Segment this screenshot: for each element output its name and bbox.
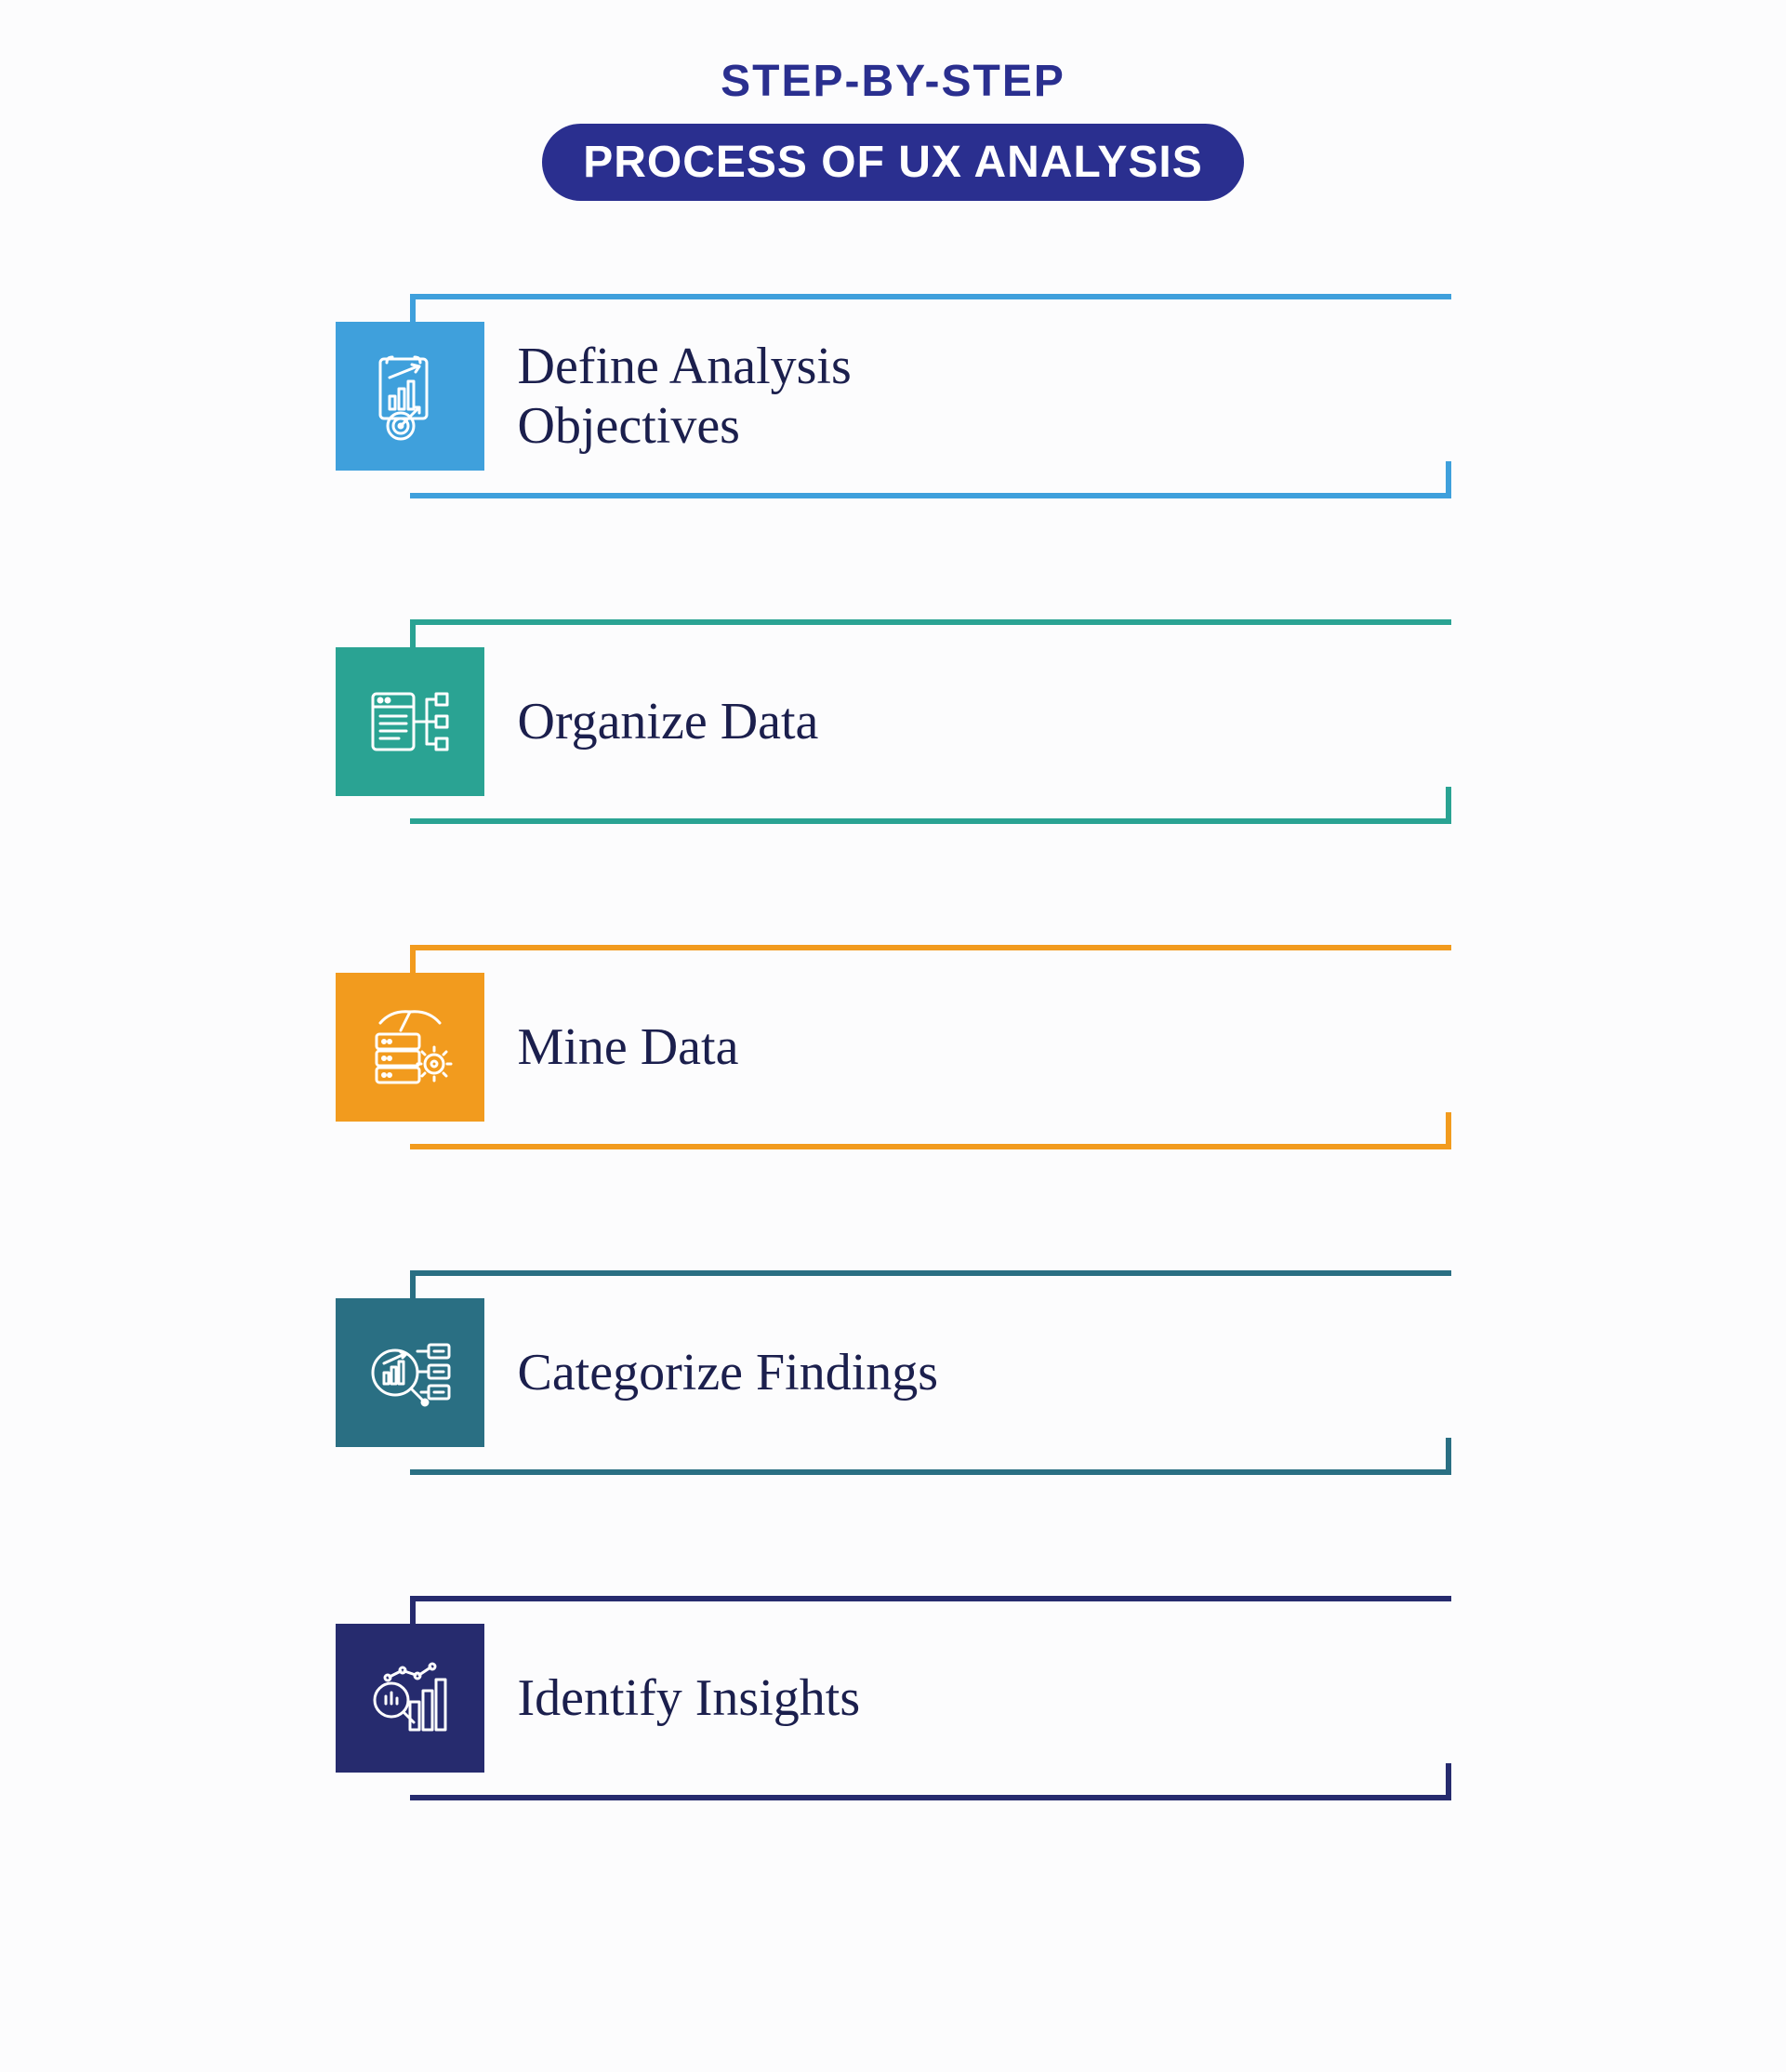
step-label: Identify Insights xyxy=(518,1668,861,1728)
header: STEP-BY-STEP PROCESS OF UX ANALYSIS xyxy=(542,56,1244,201)
categorize-findings-icon xyxy=(336,1298,484,1447)
mine-data-icon xyxy=(336,973,484,1122)
step-label: Mine Data xyxy=(518,1017,739,1077)
step-body: Categorize Findings xyxy=(336,1298,1396,1447)
step-body: Organize Data xyxy=(336,647,1396,796)
step-body: Mine Data xyxy=(336,973,1396,1122)
step-organize-data: Organize Data xyxy=(336,619,1451,824)
steps-list: Define AnalysisObjectives xyxy=(336,294,1451,1800)
step-body: Define AnalysisObjectives xyxy=(336,322,1396,471)
step-categorize-findings: Categorize Findings xyxy=(336,1270,1451,1475)
organize-data-icon xyxy=(336,647,484,796)
infographic-container: STEP-BY-STEP PROCESS OF UX ANALYSIS xyxy=(0,56,1786,1800)
identify-insights-icon xyxy=(336,1624,484,1773)
header-title-pill: PROCESS OF UX ANALYSIS xyxy=(542,124,1244,201)
objectives-target-icon xyxy=(336,322,484,471)
bracket-bottom xyxy=(410,1112,1451,1149)
step-mine-data: Mine Data xyxy=(336,945,1451,1149)
bracket-bottom xyxy=(410,461,1451,498)
bracket-bottom xyxy=(410,1763,1451,1800)
step-define-objectives: Define AnalysisObjectives xyxy=(336,294,1451,498)
step-label: Organize Data xyxy=(518,692,819,751)
bracket-bottom xyxy=(410,1438,1451,1475)
step-label: Define AnalysisObjectives xyxy=(518,337,852,457)
step-identify-insights: Identify Insights xyxy=(336,1596,1451,1800)
bracket-bottom xyxy=(410,787,1451,824)
step-label: Categorize Findings xyxy=(518,1343,939,1402)
header-eyebrow: STEP-BY-STEP xyxy=(542,56,1244,107)
step-body: Identify Insights xyxy=(336,1624,1396,1773)
